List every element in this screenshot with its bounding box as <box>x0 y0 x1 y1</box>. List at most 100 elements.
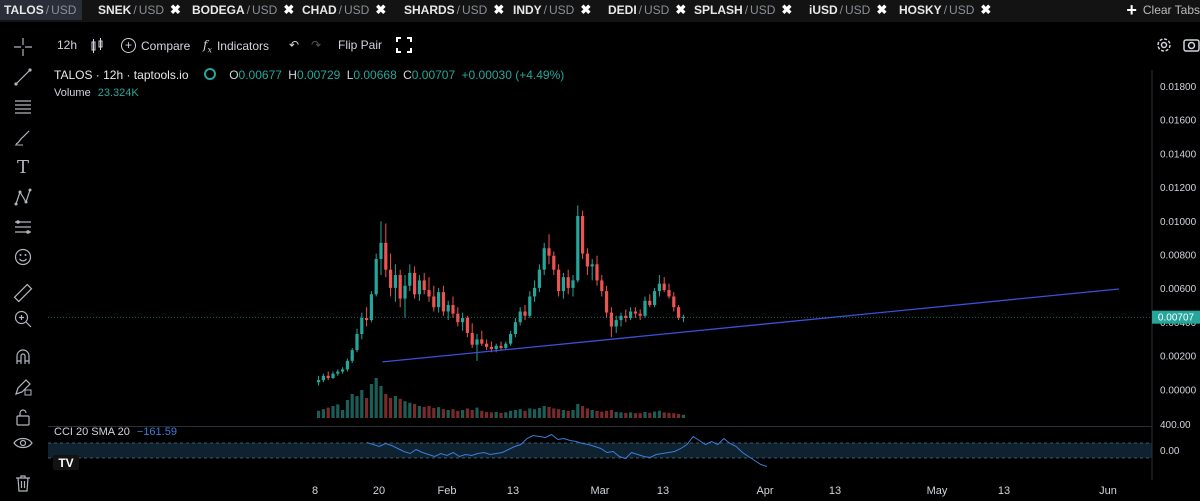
candle <box>389 253 393 297</box>
volume-bar <box>643 412 647 418</box>
close-icon[interactable]: ✖ <box>675 2 687 17</box>
tab-quote: USD <box>549 3 575 17</box>
fullscreen-button[interactable] <box>396 37 412 53</box>
candle <box>485 339 489 351</box>
redo-button[interactable]: ↷ <box>311 38 321 52</box>
interval-label: 12h <box>57 38 78 52</box>
volume-bar <box>672 413 676 418</box>
time-axis-tick: 13 <box>657 485 669 497</box>
clear-tabs-button[interactable]: + Clear Tabs <box>1126 0 1200 20</box>
plus-circle-icon: + <box>121 38 136 53</box>
undo-button[interactable]: ↶ <box>289 38 299 52</box>
volume-bar <box>667 412 671 418</box>
close-icon[interactable]: ✖ <box>283 2 295 17</box>
crosshair-tool[interactable] <box>12 36 34 58</box>
tab-base: SHARDS <box>404 3 455 17</box>
close-icon[interactable]: ✖ <box>781 2 793 17</box>
price-axis-tick: 0.01400 <box>1160 149 1197 160</box>
tab-base: SPLASH <box>694 3 743 17</box>
trend-line-tool[interactable] <box>12 66 34 88</box>
candle <box>345 358 349 372</box>
settings-button[interactable] <box>1155 36 1173 54</box>
volume-bar <box>432 408 436 418</box>
volume-bar <box>624 412 628 418</box>
volume-bar <box>590 410 594 418</box>
price-axis-tick: 0.01600 <box>1160 116 1197 127</box>
emoji-tool[interactable] <box>12 246 34 268</box>
volume-bar <box>523 410 527 418</box>
tab-base: CHAD <box>302 3 337 17</box>
tab-quote: USD <box>252 3 278 17</box>
brush-tool[interactable] <box>12 126 34 148</box>
ruler-tool[interactable] <box>12 282 34 304</box>
tab-splash[interactable]: SPLASH / USD ✖ <box>690 0 792 20</box>
volume-bar <box>413 404 417 418</box>
volume-bar <box>600 411 604 418</box>
flip-pair-button[interactable]: Flip Pair <box>338 38 382 52</box>
time-axis-tick: May <box>927 485 948 497</box>
tab-indy[interactable]: INDY / USD ✖ <box>509 0 591 20</box>
price-axis-tick: 0.00600 <box>1160 284 1197 295</box>
tradingview-logo[interactable]: TV <box>53 455 79 470</box>
candle <box>547 234 551 265</box>
magnet-tool[interactable] <box>12 346 34 368</box>
volume-bar <box>317 410 321 418</box>
tab-snek[interactable]: SNEK / USD ✖ <box>94 0 181 20</box>
lock-tool[interactable] <box>12 406 34 428</box>
prediction-tool[interactable] <box>12 216 34 238</box>
visibility-tool[interactable] <box>12 432 34 454</box>
delete-tool[interactable] <box>12 472 34 494</box>
current-price-badge <box>1152 310 1200 324</box>
close-icon[interactable]: ✖ <box>580 2 592 17</box>
interval-button[interactable]: 12h <box>57 38 77 52</box>
indicators-button[interactable]: fx Indicators <box>203 38 269 54</box>
text-tool[interactable]: T <box>12 156 34 178</box>
fib-tool[interactable] <box>12 96 34 118</box>
compare-button[interactable]: + Compare <box>121 38 190 53</box>
volume-bar <box>537 408 541 418</box>
cci-value: −161.59 <box>136 426 177 438</box>
time-axis-tick: Feb <box>438 485 457 497</box>
tab-bodega[interactable]: BODEGA / USD ✖ <box>188 0 294 20</box>
pattern-tool[interactable] <box>12 186 34 208</box>
candle <box>605 285 609 318</box>
candle <box>629 307 633 321</box>
tab-base: SNEK <box>98 3 132 17</box>
candle <box>533 280 537 302</box>
time-axis-tick: Apr <box>756 485 773 497</box>
tab-iusd[interactable]: iUSD / USD ✖ <box>805 0 887 20</box>
candle <box>657 275 661 297</box>
tab-separator: / <box>943 3 948 17</box>
tab-shards[interactable]: SHARDS / USD ✖ <box>400 0 504 20</box>
close-icon[interactable]: ✖ <box>876 2 888 17</box>
tab-dedi[interactable]: DEDI / USD ✖ <box>604 0 686 20</box>
close-icon[interactable]: ✖ <box>170 2 181 17</box>
volume-bar <box>437 407 441 418</box>
candle-type-button[interactable] <box>90 38 104 54</box>
volume-bar <box>446 410 450 418</box>
close-icon[interactable]: ✖ <box>375 2 387 17</box>
trend-line[interactable] <box>382 288 1119 363</box>
zoom-in-icon <box>14 310 32 328</box>
tab-chad[interactable]: CHAD / USD ✖ <box>298 0 386 20</box>
candle <box>561 272 565 299</box>
candle <box>331 371 335 380</box>
tab-hosky[interactable]: HOSKY / USD ✖ <box>895 0 991 20</box>
time-axis-tick: 13 <box>998 485 1010 497</box>
candle <box>552 251 556 276</box>
close-icon[interactable]: ✖ <box>980 2 992 17</box>
candle <box>672 292 676 312</box>
volume-bar <box>557 409 561 418</box>
pane-separator[interactable] <box>48 426 1152 427</box>
draw-mode-tool[interactable] <box>12 376 34 398</box>
tab-talos[interactable]: TALOS / USD <box>0 0 83 20</box>
time-axis-tick: Mar <box>591 485 610 497</box>
tab-base: HOSKY <box>899 3 942 17</box>
screenshot-button[interactable] <box>1183 36 1200 53</box>
zoom-tool[interactable] <box>12 308 34 330</box>
volume-bar <box>480 410 484 418</box>
volume-bar <box>518 409 522 418</box>
close-icon[interactable]: ✖ <box>493 2 505 17</box>
tab-quote: USD <box>51 3 77 17</box>
